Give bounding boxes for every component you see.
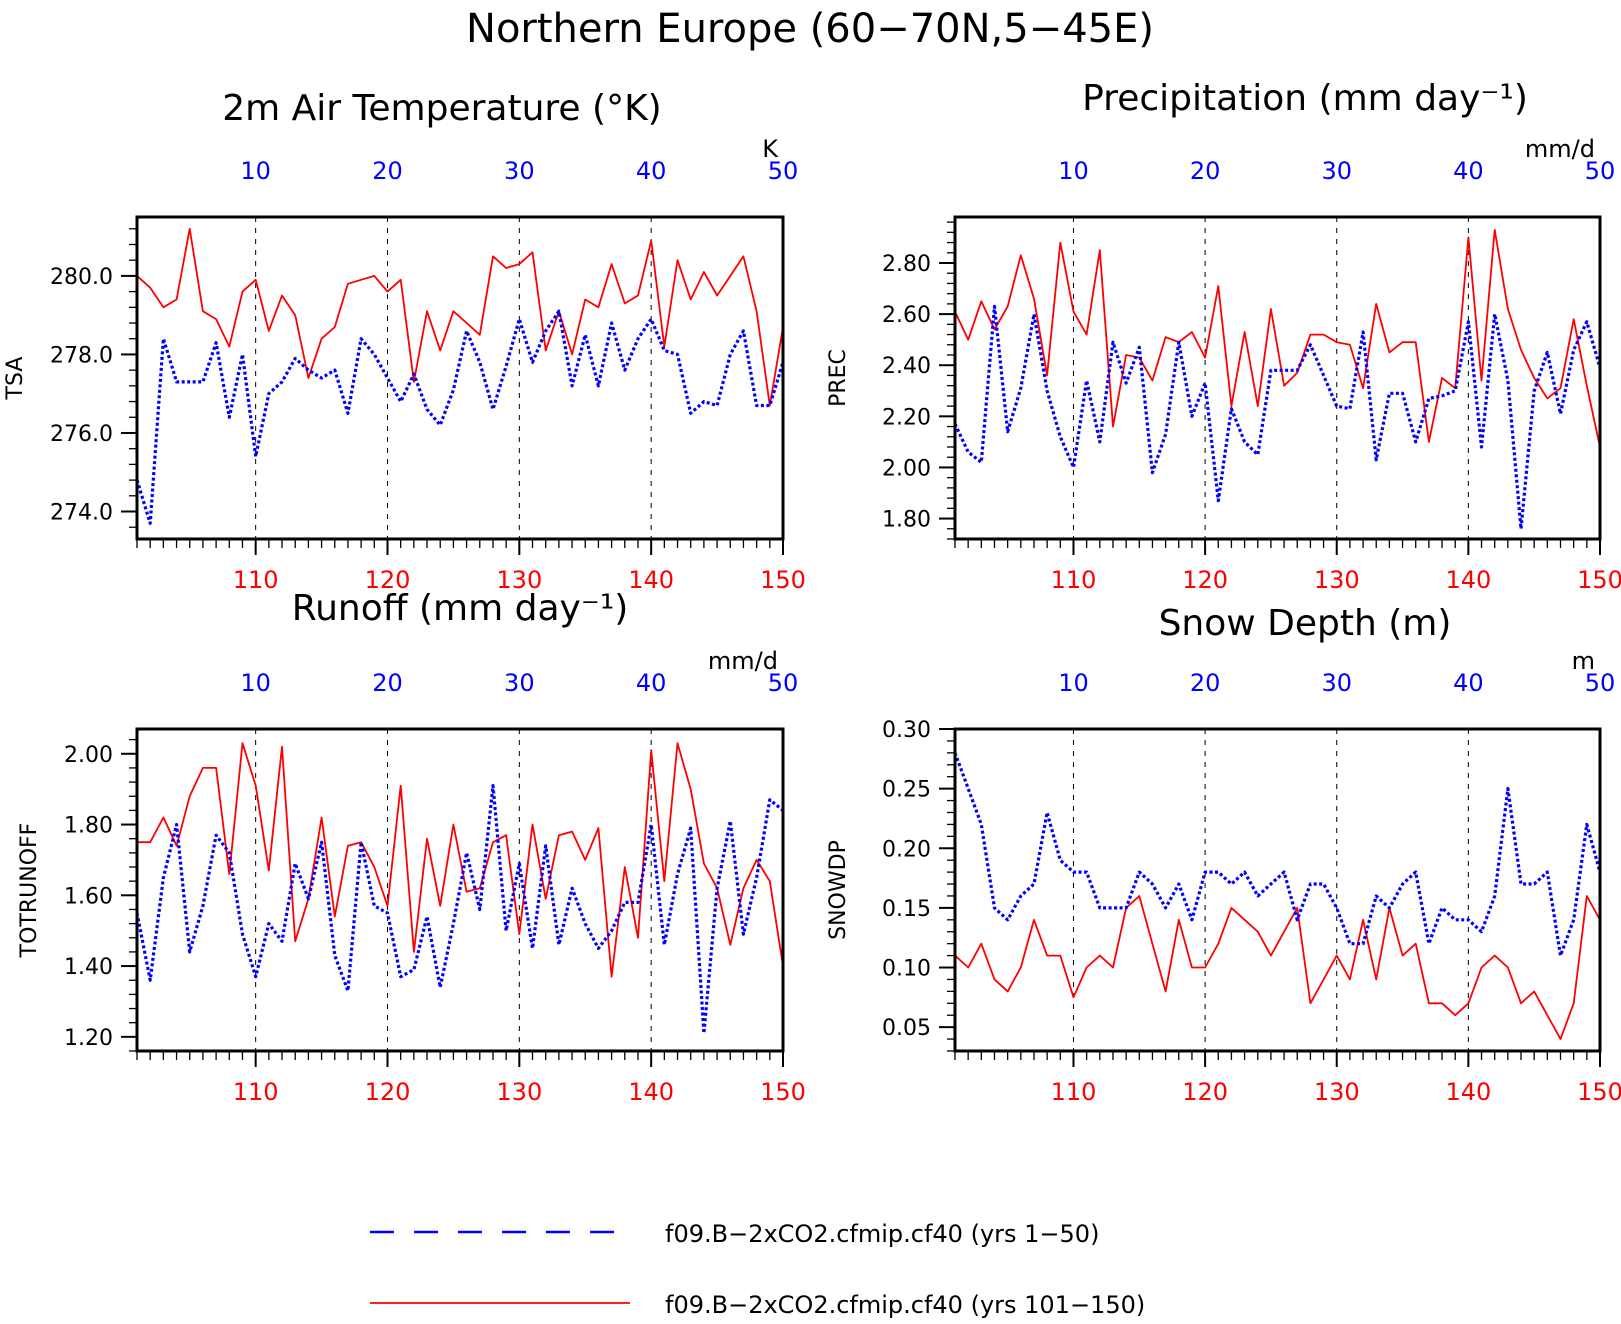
x-top-tick-label: 40 <box>1453 157 1484 185</box>
units-label: mm/d <box>708 647 778 675</box>
y-tick-label: 2.40 <box>882 354 931 379</box>
y-tick-label: 2.20 <box>882 405 931 430</box>
y-tick-label: 2.00 <box>64 743 113 768</box>
units-label: K <box>762 135 779 163</box>
x-top-tick-label: 50 <box>1585 157 1616 185</box>
panel-1: 2m Air Temperature (°K) K TSA 274.0 276.0 278… <box>3 88 806 594</box>
series-line-yrs-1-50 <box>955 304 1600 531</box>
x-bottom-tick-label: 130 <box>496 566 542 594</box>
y-tick-label: 0.25 <box>882 778 931 803</box>
x-top-tick-label: 20 <box>372 157 403 185</box>
y-tick-label: 1.80 <box>882 508 931 533</box>
x-bottom-tick-label: 120 <box>365 1078 411 1106</box>
x-top-tick-label: 50 <box>768 157 799 185</box>
x-bottom-tick-label: 110 <box>233 566 279 594</box>
panels: 2m Air Temperature (°K) K TSA 274.0 276.0 278… <box>3 78 1621 1106</box>
plot-frame <box>135 727 785 1053</box>
y-tick-label: 2.60 <box>882 303 931 328</box>
units-label: m <box>1572 647 1595 675</box>
x-bottom-tick-label: 120 <box>365 566 411 594</box>
x-top-tick-label: 50 <box>1585 669 1616 697</box>
x-bottom-tick-label: 150 <box>1577 1078 1621 1106</box>
x-bottom-tick-label: 110 <box>233 1078 279 1106</box>
y-tick-label: 0.05 <box>882 1016 931 1041</box>
figure-title: Northern Europe (60−70N,5−45E) <box>466 6 1154 52</box>
x-bottom-tick-label: 130 <box>1314 566 1360 594</box>
x-top-tick-label: 20 <box>372 669 403 697</box>
legend: f09.B−2xCO2.cfmip.cf40 (yrs 1−50) f09.B−… <box>370 1220 1145 1319</box>
plot-frame <box>135 215 785 541</box>
y-tick-label: 1.20 <box>64 1026 113 1051</box>
x-bottom-tick-label: 140 <box>628 566 674 594</box>
y-tick-label: 278.0 <box>50 343 113 368</box>
x-bottom-tick-label: 140 <box>1445 566 1491 594</box>
series-line-yrs-1-50 <box>955 752 1600 958</box>
y-tick-label: 0.15 <box>882 897 931 922</box>
y-tick-label: 274.0 <box>50 501 113 526</box>
series-line-yrs-101-150 <box>137 227 783 407</box>
plot-frame <box>953 727 1602 1053</box>
series-line-yrs-101-150 <box>955 895 1600 1040</box>
x-top-tick-label: 40 <box>1453 669 1484 697</box>
x-bottom-tick-label: 140 <box>1445 1078 1491 1106</box>
y-tick-label: 1.80 <box>64 814 113 839</box>
x-bottom-tick-label: 110 <box>1051 1078 1097 1106</box>
panel-title: 2m Air Temperature (°K) <box>222 88 661 129</box>
x-top-tick-label: 40 <box>636 669 667 697</box>
x-bottom-tick-label: 150 <box>760 1078 806 1106</box>
panel-title: Precipitation (mm day⁻¹) <box>1082 78 1528 119</box>
x-top-tick-label: 20 <box>1190 157 1221 185</box>
panel-4: Snow Depth (m) m SNOWDP 0.05 0.10 0.15 0.20 0.2… <box>826 603 1621 1106</box>
y-tick-label: 276.0 <box>50 422 113 447</box>
x-top-tick-label: 50 <box>768 669 799 697</box>
x-bottom-tick-label: 110 <box>1051 566 1097 594</box>
x-bottom-tick-label: 120 <box>1182 566 1228 594</box>
y-axis-label: TSA <box>3 357 28 401</box>
x-top-tick-label: 10 <box>1058 157 1089 185</box>
legend-label-blue: f09.B−2xCO2.cfmip.cf40 (yrs 1−50) <box>665 1220 1099 1248</box>
x-top-tick-label: 30 <box>1321 669 1352 697</box>
legend-label-red: f09.B−2xCO2.cfmip.cf40 (yrs 101−150) <box>665 1291 1145 1319</box>
y-tick-label: 280.0 <box>50 265 113 290</box>
y-tick-label: 0.30 <box>882 718 931 743</box>
panel-title: Runoff (mm day⁻¹) <box>292 588 629 629</box>
units-label: mm/d <box>1525 135 1595 163</box>
y-tick-label: 1.60 <box>64 884 113 909</box>
y-axis-label: PREC <box>826 349 851 407</box>
y-tick-label: 0.10 <box>882 957 931 982</box>
series-line-yrs-101-150 <box>955 228 1600 448</box>
series-line-yrs-101-150 <box>137 742 783 978</box>
panel-2: Precipitation (mm day⁻¹) mm/d PREC 1.80 2.00… <box>826 78 1621 594</box>
series-line-yrs-1-50 <box>137 309 783 525</box>
y-axis-label: TOTRUNOFF <box>17 823 42 959</box>
panel-3: Runoff (mm day⁻¹) mm/d TOTRUNOFF 1.20 1.40 1.… <box>17 588 806 1106</box>
x-top-tick-label: 30 <box>504 669 535 697</box>
x-top-tick-label: 10 <box>240 669 271 697</box>
y-tick-label: 0.20 <box>882 837 931 862</box>
y-tick-label: 2.80 <box>882 252 931 277</box>
x-bottom-tick-label: 120 <box>1182 1078 1228 1106</box>
x-top-tick-label: 40 <box>636 157 667 185</box>
x-bottom-tick-label: 150 <box>1577 566 1621 594</box>
y-tick-label: 2.00 <box>882 456 931 481</box>
x-bottom-tick-label: 140 <box>628 1078 674 1106</box>
x-bottom-tick-label: 150 <box>760 566 806 594</box>
panel-title: Snow Depth (m) <box>1159 603 1452 644</box>
series-line-yrs-1-50 <box>137 783 783 1035</box>
plot-frame <box>953 215 1602 541</box>
x-top-tick-label: 10 <box>1058 669 1089 697</box>
y-axis-label: SNOWDP <box>826 840 851 940</box>
x-top-tick-label: 30 <box>504 157 535 185</box>
x-bottom-tick-label: 130 <box>1314 1078 1360 1106</box>
y-tick-label: 1.40 <box>64 955 113 980</box>
x-top-tick-label: 30 <box>1321 157 1352 185</box>
x-top-tick-label: 10 <box>240 157 271 185</box>
x-bottom-tick-label: 130 <box>496 1078 542 1106</box>
x-top-tick-label: 20 <box>1190 669 1221 697</box>
